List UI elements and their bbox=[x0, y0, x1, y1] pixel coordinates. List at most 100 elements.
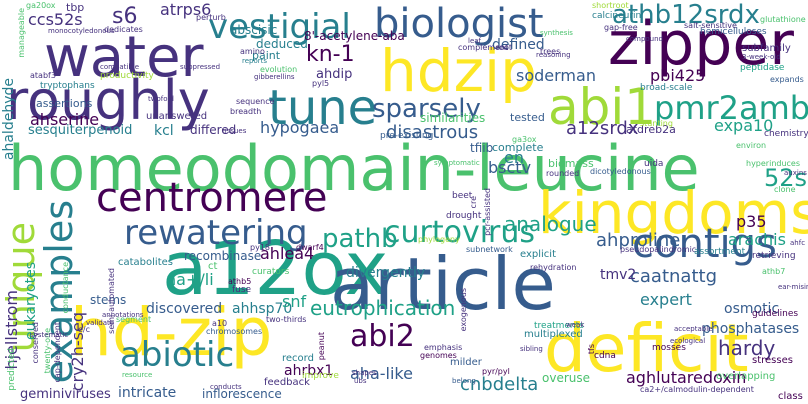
word-hyperinduces: hyperinduces bbox=[746, 159, 801, 168]
word-a10: a10 bbox=[212, 319, 228, 328]
word-kingdoms: kingdoms bbox=[538, 179, 808, 247]
word-pyl5: pyl5 bbox=[312, 79, 330, 88]
word-deficit: deficit bbox=[544, 310, 749, 387]
word-milder: milder bbox=[450, 357, 482, 368]
word-compound: compound bbox=[626, 35, 663, 43]
word-snf: snf bbox=[282, 292, 307, 311]
word-shapes: shapes bbox=[352, 369, 377, 377]
word-3-week-old: 3-week-old bbox=[742, 53, 781, 61]
word-suppressed: suppressed bbox=[180, 63, 221, 71]
word-aghlutaredoxin: aghlutaredoxin bbox=[626, 368, 747, 387]
word-curators: curators bbox=[252, 267, 290, 277]
word-ahfc: ahfc bbox=[790, 239, 806, 247]
word-ca2-calmodulin-dependent: ca2+/calmodulin-dependent bbox=[640, 385, 754, 394]
word-sparsely: sparsely bbox=[372, 94, 481, 124]
word-synthesis: synthesis bbox=[540, 29, 573, 37]
word-trees: trees bbox=[540, 47, 561, 56]
word-hypogaea: hypogaea bbox=[260, 118, 340, 137]
word-treatments: treatments bbox=[534, 321, 584, 331]
word-soderman: soderman bbox=[516, 66, 596, 85]
word-exogenous: exogenous bbox=[459, 288, 468, 332]
word-eutrophication: eutrophication bbox=[310, 296, 456, 320]
word-tfs: tfs bbox=[587, 344, 596, 355]
word-weak: weak bbox=[566, 321, 585, 329]
word-twofold: twofold bbox=[148, 95, 174, 103]
word-belong: belong bbox=[452, 377, 476, 385]
word-uida: uida bbox=[644, 159, 664, 169]
word-auxins: auxins bbox=[784, 169, 807, 177]
word-tune: tune bbox=[268, 80, 378, 136]
word-overlapping: overlapping bbox=[716, 371, 776, 382]
word-discovered: discovered bbox=[146, 301, 223, 317]
word-vestigial: vestigial bbox=[208, 7, 351, 47]
word-cap-dependent: cap-dependent bbox=[53, 322, 62, 383]
word-gap-free: gap-free bbox=[604, 23, 638, 32]
word-amino: amino bbox=[240, 47, 265, 56]
word-compatible: compatible bbox=[100, 63, 140, 71]
word-hardy: hardy bbox=[718, 336, 776, 360]
word-s6: s6 bbox=[112, 4, 138, 29]
word-e-c: e/c bbox=[78, 325, 91, 334]
word-abscisic: abscisic bbox=[230, 23, 278, 37]
word-homeodomain-leucine: homeodomain-leucine bbox=[8, 132, 700, 205]
word-chemistry: chemistry bbox=[764, 129, 808, 139]
word-aha-like: aha-like bbox=[350, 364, 413, 383]
word-cnbdelta: cnbdelta bbox=[460, 374, 539, 395]
word-en: en bbox=[504, 148, 524, 167]
word-dwarf4: dwarf4 bbox=[296, 243, 324, 252]
word-ecological: ecological bbox=[670, 337, 706, 345]
word-cre: cre bbox=[469, 196, 478, 209]
word-peanut: peanut bbox=[317, 332, 326, 361]
word-productivity: productivity bbox=[100, 71, 154, 81]
word-unanswered: unanswered bbox=[146, 111, 208, 122]
word-clone: clone bbox=[774, 185, 796, 194]
word-hemicelluloses: hemicelluloses bbox=[700, 27, 767, 37]
word-drought: drought bbox=[446, 211, 482, 221]
word-phylogeny: phylogeny bbox=[418, 235, 460, 244]
word-abiotic: abiotic bbox=[120, 335, 235, 375]
word-roughly: roughly bbox=[6, 69, 210, 132]
word-sibling: sibling bbox=[520, 345, 543, 353]
word-leaf: leaf bbox=[468, 37, 482, 45]
word-explicit: explicit bbox=[520, 249, 556, 260]
word-pbi425: pbi425 bbox=[650, 66, 706, 85]
word-rehydration: rehydration bbox=[530, 263, 577, 272]
word-monocotyledonous: monocotyledonous bbox=[48, 27, 115, 35]
word-athb5: athb5 bbox=[228, 277, 252, 286]
word-pseudopalindromic: pseudopalindromic bbox=[620, 245, 697, 254]
word-stresses: stresses bbox=[752, 355, 793, 366]
word-resource: resource bbox=[122, 371, 153, 379]
word-pre-existing: pre-existing bbox=[380, 131, 434, 141]
word-recombinase: recombinase bbox=[184, 249, 262, 263]
word-abi1: abi1 bbox=[548, 78, 657, 136]
word-perturb: perturb bbox=[196, 13, 226, 22]
word-water: water bbox=[44, 25, 204, 90]
word-tmv2: tmv2 bbox=[600, 267, 637, 283]
word-assertions: assertions bbox=[36, 97, 93, 110]
word-pyr-pyl: pyr/pyl bbox=[482, 367, 510, 376]
word-validate: validate bbox=[86, 319, 115, 327]
word-breadth: breadth bbox=[230, 107, 262, 116]
word-broad-scale: broad-scale bbox=[640, 83, 693, 93]
word-complement: complement bbox=[458, 43, 509, 52]
word-expands: expands bbox=[770, 75, 804, 84]
word-disastrous: disastrous bbox=[386, 122, 479, 143]
word-ccs52s: ccs52s bbox=[28, 10, 83, 29]
word-caatnattg: caatnattg bbox=[630, 266, 717, 287]
word-ahproline: ahproline bbox=[596, 230, 681, 251]
word-record: record bbox=[282, 353, 314, 364]
word-cdna: cdna bbox=[594, 351, 616, 361]
word-conductance: conductance bbox=[61, 262, 70, 314]
word-abi2: abi2 bbox=[350, 319, 415, 354]
word-zipper: zipper bbox=[608, 9, 794, 79]
word-pmr2amb: pmr2amb bbox=[654, 89, 808, 127]
word-ahrbx1: ahrbx1 bbox=[284, 363, 334, 379]
word-atdreb2a: atdreb2a bbox=[626, 123, 676, 136]
word-ahaldehyde: ahaldehyde bbox=[1, 78, 17, 161]
word-atrps6: atrps6 bbox=[160, 0, 212, 19]
word-feedback: feedback bbox=[264, 377, 310, 388]
word-atabf3: atabf3 bbox=[30, 71, 56, 80]
word-a12ox: a12ox bbox=[162, 226, 389, 312]
word-glutathione: glutathione bbox=[760, 15, 806, 24]
word-evolution: evolution bbox=[260, 65, 298, 74]
